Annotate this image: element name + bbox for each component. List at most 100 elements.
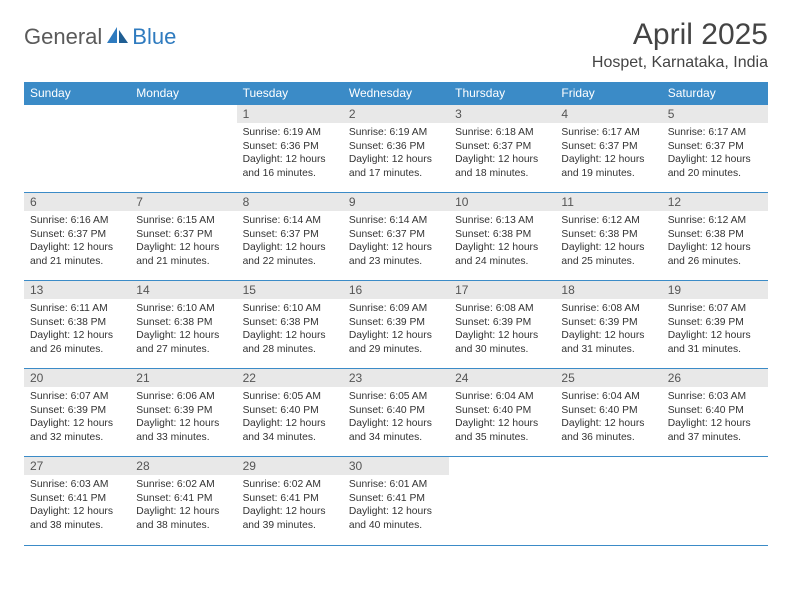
day-body: Sunrise: 6:08 AMSunset: 6:39 PMDaylight:…	[555, 299, 661, 360]
calendar-body: . . 1Sunrise: 6:19 AMSunset: 6:36 PMDayl…	[24, 105, 768, 545]
day-body: Sunrise: 6:04 AMSunset: 6:40 PMDaylight:…	[555, 387, 661, 448]
day-body: Sunrise: 6:17 AMSunset: 6:37 PMDaylight:…	[662, 123, 768, 184]
location-text: Hospet, Karnataka, India	[592, 54, 768, 72]
logo-text-blue: Blue	[132, 24, 176, 50]
dow-header: Sunday	[24, 82, 130, 105]
day-number: 11	[555, 193, 661, 211]
day-body: Sunrise: 6:17 AMSunset: 6:37 PMDaylight:…	[555, 123, 661, 184]
page-title: April 2025	[592, 18, 768, 52]
day-number: 10	[449, 193, 555, 211]
week-row: 20Sunrise: 6:07 AMSunset: 6:39 PMDayligh…	[24, 369, 768, 457]
day-cell: 23Sunrise: 6:05 AMSunset: 6:40 PMDayligh…	[343, 369, 449, 457]
week-row: 13Sunrise: 6:11 AMSunset: 6:38 PMDayligh…	[24, 281, 768, 369]
bottom-rule	[24, 545, 768, 546]
dow-row: SundayMondayTuesdayWednesdayThursdayFrid…	[24, 82, 768, 105]
day-body: Sunrise: 6:05 AMSunset: 6:40 PMDaylight:…	[343, 387, 449, 448]
day-cell: .	[662, 457, 768, 545]
day-body: Sunrise: 6:01 AMSunset: 6:41 PMDaylight:…	[343, 475, 449, 536]
day-body: Sunrise: 6:04 AMSunset: 6:40 PMDaylight:…	[449, 387, 555, 448]
day-body: Sunrise: 6:12 AMSunset: 6:38 PMDaylight:…	[662, 211, 768, 272]
day-body: Sunrise: 6:19 AMSunset: 6:36 PMDaylight:…	[343, 123, 449, 184]
day-cell: 24Sunrise: 6:04 AMSunset: 6:40 PMDayligh…	[449, 369, 555, 457]
day-number: 25	[555, 369, 661, 387]
day-number: 3	[449, 105, 555, 123]
day-cell: 30Sunrise: 6:01 AMSunset: 6:41 PMDayligh…	[343, 457, 449, 545]
day-number: 27	[24, 457, 130, 475]
day-body: Sunrise: 6:12 AMSunset: 6:38 PMDaylight:…	[555, 211, 661, 272]
day-body: Sunrise: 6:09 AMSunset: 6:39 PMDaylight:…	[343, 299, 449, 360]
logo: General Blue	[24, 18, 176, 50]
logo-sail-icon	[106, 25, 130, 50]
day-cell: 28Sunrise: 6:02 AMSunset: 6:41 PMDayligh…	[130, 457, 236, 545]
day-body: Sunrise: 6:11 AMSunset: 6:38 PMDaylight:…	[24, 299, 130, 360]
day-cell: 3Sunrise: 6:18 AMSunset: 6:37 PMDaylight…	[449, 105, 555, 193]
day-number: 26	[662, 369, 768, 387]
day-body: Sunrise: 6:14 AMSunset: 6:37 PMDaylight:…	[237, 211, 343, 272]
day-cell: 14Sunrise: 6:10 AMSunset: 6:38 PMDayligh…	[130, 281, 236, 369]
day-cell: 16Sunrise: 6:09 AMSunset: 6:39 PMDayligh…	[343, 281, 449, 369]
dow-header: Friday	[555, 82, 661, 105]
calendar-page: General Blue April 2025 Hospet, Karnatak…	[0, 0, 792, 564]
day-number: 8	[237, 193, 343, 211]
day-number: 28	[130, 457, 236, 475]
day-body: Sunrise: 6:10 AMSunset: 6:38 PMDaylight:…	[237, 299, 343, 360]
day-body: Sunrise: 6:06 AMSunset: 6:39 PMDaylight:…	[130, 387, 236, 448]
title-block: April 2025 Hospet, Karnataka, India	[592, 18, 768, 72]
day-number: 16	[343, 281, 449, 299]
day-body: Sunrise: 6:05 AMSunset: 6:40 PMDaylight:…	[237, 387, 343, 448]
day-cell: 15Sunrise: 6:10 AMSunset: 6:38 PMDayligh…	[237, 281, 343, 369]
day-number: 6	[24, 193, 130, 211]
day-number: 20	[24, 369, 130, 387]
day-body: Sunrise: 6:16 AMSunset: 6:37 PMDaylight:…	[24, 211, 130, 272]
day-cell: 27Sunrise: 6:03 AMSunset: 6:41 PMDayligh…	[24, 457, 130, 545]
day-cell: 22Sunrise: 6:05 AMSunset: 6:40 PMDayligh…	[237, 369, 343, 457]
day-cell: 18Sunrise: 6:08 AMSunset: 6:39 PMDayligh…	[555, 281, 661, 369]
header: General Blue April 2025 Hospet, Karnatak…	[24, 18, 768, 72]
day-body: Sunrise: 6:14 AMSunset: 6:37 PMDaylight:…	[343, 211, 449, 272]
calendar-table: SundayMondayTuesdayWednesdayThursdayFrid…	[24, 82, 768, 545]
day-cell: .	[555, 457, 661, 545]
day-cell: 1Sunrise: 6:19 AMSunset: 6:36 PMDaylight…	[237, 105, 343, 193]
day-number: 30	[343, 457, 449, 475]
logo-text-general: General	[24, 24, 102, 50]
day-cell: 26Sunrise: 6:03 AMSunset: 6:40 PMDayligh…	[662, 369, 768, 457]
day-cell: 20Sunrise: 6:07 AMSunset: 6:39 PMDayligh…	[24, 369, 130, 457]
day-cell: 2Sunrise: 6:19 AMSunset: 6:36 PMDaylight…	[343, 105, 449, 193]
day-number: 7	[130, 193, 236, 211]
week-row: 27Sunrise: 6:03 AMSunset: 6:41 PMDayligh…	[24, 457, 768, 545]
day-body: Sunrise: 6:07 AMSunset: 6:39 PMDaylight:…	[24, 387, 130, 448]
week-row: . . 1Sunrise: 6:19 AMSunset: 6:36 PMDayl…	[24, 105, 768, 193]
day-body: Sunrise: 6:07 AMSunset: 6:39 PMDaylight:…	[662, 299, 768, 360]
day-body: Sunrise: 6:19 AMSunset: 6:36 PMDaylight:…	[237, 123, 343, 184]
dow-header: Wednesday	[343, 82, 449, 105]
day-number: 5	[662, 105, 768, 123]
day-cell: .	[130, 105, 236, 193]
day-number: 23	[343, 369, 449, 387]
day-body: Sunrise: 6:02 AMSunset: 6:41 PMDaylight:…	[237, 475, 343, 536]
day-cell: 4Sunrise: 6:17 AMSunset: 6:37 PMDaylight…	[555, 105, 661, 193]
day-body: Sunrise: 6:03 AMSunset: 6:40 PMDaylight:…	[662, 387, 768, 448]
day-cell: 11Sunrise: 6:12 AMSunset: 6:38 PMDayligh…	[555, 193, 661, 281]
day-body: Sunrise: 6:08 AMSunset: 6:39 PMDaylight:…	[449, 299, 555, 360]
day-body: Sunrise: 6:18 AMSunset: 6:37 PMDaylight:…	[449, 123, 555, 184]
day-number: 18	[555, 281, 661, 299]
day-number: 19	[662, 281, 768, 299]
day-cell: 13Sunrise: 6:11 AMSunset: 6:38 PMDayligh…	[24, 281, 130, 369]
dow-header: Thursday	[449, 82, 555, 105]
day-number: 24	[449, 369, 555, 387]
day-body: Sunrise: 6:03 AMSunset: 6:41 PMDaylight:…	[24, 475, 130, 536]
day-body: Sunrise: 6:02 AMSunset: 6:41 PMDaylight:…	[130, 475, 236, 536]
day-body: Sunrise: 6:13 AMSunset: 6:38 PMDaylight:…	[449, 211, 555, 272]
day-number: 21	[130, 369, 236, 387]
day-body: Sunrise: 6:15 AMSunset: 6:37 PMDaylight:…	[130, 211, 236, 272]
day-number: 9	[343, 193, 449, 211]
day-number: 13	[24, 281, 130, 299]
day-cell: 8Sunrise: 6:14 AMSunset: 6:37 PMDaylight…	[237, 193, 343, 281]
day-number: 14	[130, 281, 236, 299]
day-cell: 19Sunrise: 6:07 AMSunset: 6:39 PMDayligh…	[662, 281, 768, 369]
day-cell: 6Sunrise: 6:16 AMSunset: 6:37 PMDaylight…	[24, 193, 130, 281]
day-body: Sunrise: 6:10 AMSunset: 6:38 PMDaylight:…	[130, 299, 236, 360]
dow-header: Tuesday	[237, 82, 343, 105]
day-cell: 10Sunrise: 6:13 AMSunset: 6:38 PMDayligh…	[449, 193, 555, 281]
day-cell: 29Sunrise: 6:02 AMSunset: 6:41 PMDayligh…	[237, 457, 343, 545]
